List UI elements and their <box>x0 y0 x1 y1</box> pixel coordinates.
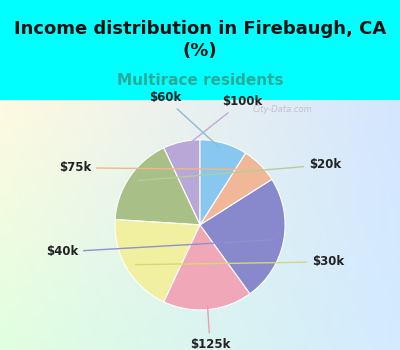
Wedge shape <box>115 148 200 225</box>
Wedge shape <box>200 179 285 294</box>
Text: $60k: $60k <box>149 91 220 148</box>
Text: City-Data.com: City-Data.com <box>252 105 312 114</box>
Wedge shape <box>200 140 246 225</box>
Text: $125k: $125k <box>190 306 230 350</box>
Text: $100k: $100k <box>185 95 262 147</box>
Wedge shape <box>164 140 200 225</box>
Text: $40k: $40k <box>46 240 274 258</box>
Text: Income distribution in Firebaugh, CA
(%): Income distribution in Firebaugh, CA (%) <box>14 20 386 60</box>
Wedge shape <box>200 153 272 225</box>
Wedge shape <box>115 219 200 302</box>
Text: Multirace residents: Multirace residents <box>117 73 283 88</box>
Text: $20k: $20k <box>138 158 341 181</box>
Text: $75k: $75k <box>59 161 252 174</box>
Wedge shape <box>164 225 250 310</box>
Text: $30k: $30k <box>136 256 344 268</box>
